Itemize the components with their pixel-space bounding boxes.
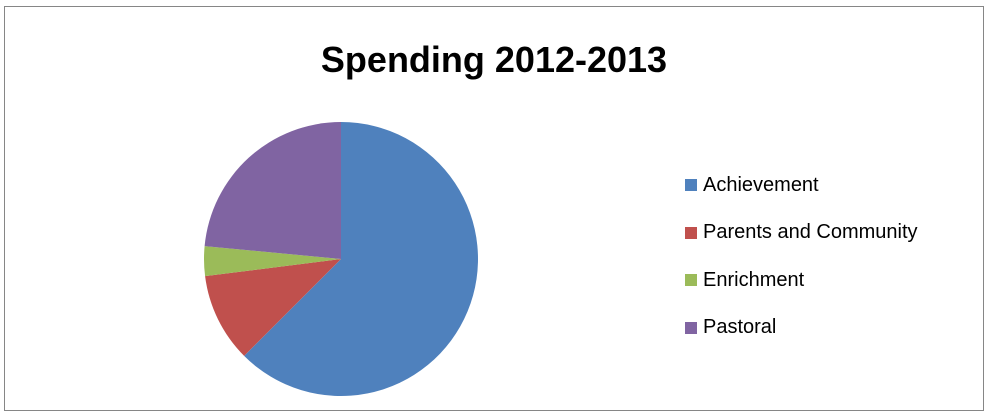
legend-label: Enrichment [703,268,805,291]
legend-label: Parents and Community [703,221,918,243]
legend-item: Pastoral [685,316,918,340]
chart-frame: Spending 2012-2013 Achievement Parents an… [4,6,984,411]
pie-slice-pastoral [204,122,341,259]
legend-swatch [685,274,697,286]
legend: Achievement Parents and Community Enrichme… [685,173,918,363]
legend-swatch [685,321,697,334]
pie-slice-achievement [244,122,478,396]
legend-label: Achievement [703,173,819,196]
legend-item: Enrichment [685,268,918,292]
legend-label: Pastoral [703,316,777,338]
legend-swatch [685,226,697,239]
legend-item: Parents and Community [685,221,918,245]
legend-swatch [685,179,697,191]
chart-title: Spending 2012-2013 [320,39,668,80]
pie-slice-enrichment [204,246,341,277]
legend-item: Achievement [685,173,918,197]
pie-chart [204,122,478,396]
pie-slice-parents-and-community [205,259,341,356]
